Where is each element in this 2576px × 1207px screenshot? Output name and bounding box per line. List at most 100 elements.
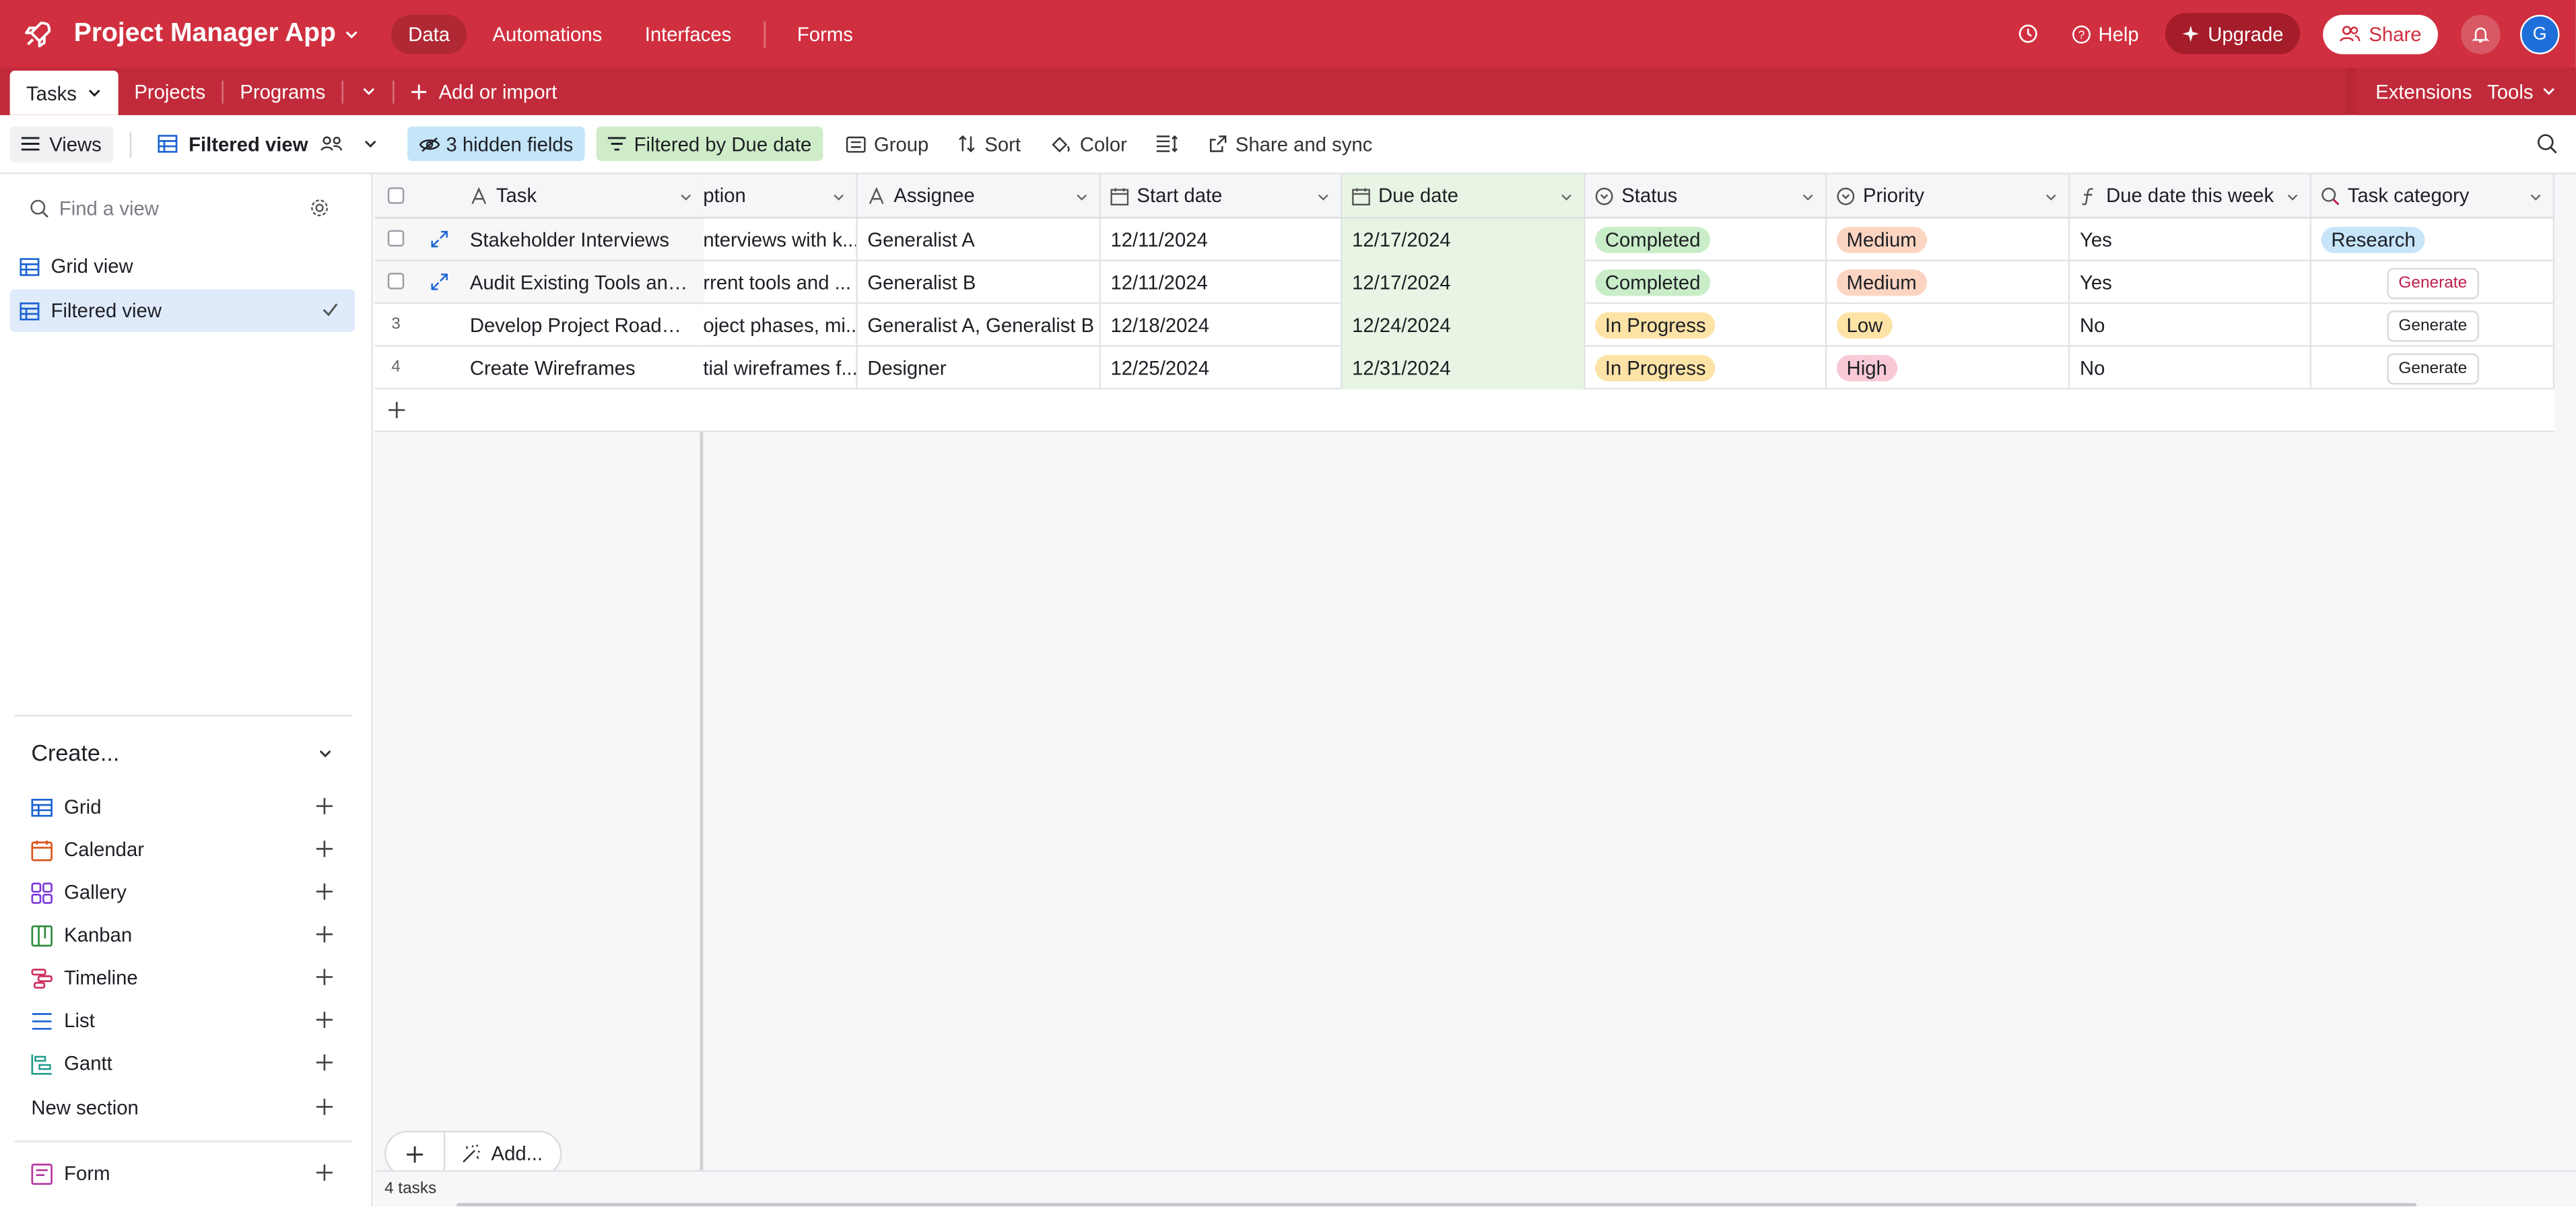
tab-tasks[interactable]: Tasks [9,70,118,115]
chevron-down-icon[interactable] [2043,191,2058,204]
share-sync-button[interactable]: Share and sync [1209,132,1372,156]
group-button[interactable]: Group [846,132,928,156]
create-list[interactable]: List [31,1004,343,1037]
start-date-cell[interactable]: 12/11/2024 [1101,261,1343,304]
expand-record-icon[interactable] [430,230,448,249]
notifications-button[interactable] [2461,13,2501,54]
due-date-cell[interactable]: 12/24/2024 [1342,304,1586,347]
generate-button[interactable]: Generate [2387,309,2479,341]
chevron-down-icon[interactable] [1075,191,1089,204]
hidden-fields-button[interactable]: 3 hidden fields [406,126,585,162]
chevron-down-icon[interactable] [2285,191,2300,204]
description-cell[interactable]: rrent tools and ... [703,261,858,304]
chevron-down-icon[interactable] [679,191,693,204]
priority-cell[interactable]: Medium [1827,218,2070,261]
sort-button[interactable]: Sort [958,132,1021,156]
task-category-cell[interactable]: Research [2311,218,2555,261]
views-toggle-button[interactable]: Views [9,125,113,162]
chevron-down-icon[interactable] [317,746,333,761]
create-gantt[interactable]: Gantt [31,1047,343,1080]
filter-button[interactable]: Filtered by Due date [596,126,823,162]
priority-cell[interactable]: High [1827,346,2070,390]
table-row[interactable]: 4 Create Wireframes [374,346,704,390]
column-header-status[interactable]: Status [1586,174,1827,218]
chevron-down-icon[interactable] [1316,191,1330,204]
column-header-task-category[interactable]: Task category [2311,174,2555,218]
tab-programs[interactable]: Programs [240,79,326,103]
due-this-week-cell[interactable]: Yes [2070,218,2312,261]
table-row[interactable]: Stakeholder Interviews [374,218,704,261]
row-checkbox[interactable] [387,273,405,290]
create-calendar[interactable]: Calendar [31,833,343,866]
plus-icon[interactable] [388,401,406,419]
create-timeline[interactable]: Timeline [31,961,343,994]
create-section-header[interactable]: Create... [31,740,120,766]
upgrade-button[interactable]: Upgrade [2165,13,2300,55]
expand-record-icon[interactable] [430,273,448,291]
table-row[interactable]: oject phases, mi... Generalist A, Genera… [703,304,2555,347]
status-cell[interactable]: In Progress [1586,304,1827,347]
share-button[interactable]: Share [2323,13,2438,54]
column-header-due-date[interactable]: Due date [1342,174,1586,218]
chevron-down-icon[interactable] [832,191,846,204]
add-or-import-button[interactable]: Add or import [395,67,557,115]
search-icon[interactable] [2536,133,2558,155]
start-date-cell[interactable]: 12/25/2024 [1101,346,1343,390]
help-button[interactable]: ? Help [2072,22,2139,45]
status-cell[interactable]: Completed [1586,218,1827,261]
nav-forms[interactable]: Forms [796,22,853,46]
generate-button[interactable]: Generate [2387,352,2479,384]
task-category-cell[interactable]: Generate [2311,304,2555,347]
add-record-row[interactable] [374,389,704,432]
chevron-down-icon[interactable] [1559,191,1574,204]
horizontal-scrollbar[interactable] [456,1203,2417,1206]
due-date-cell[interactable]: 12/31/2024 [1342,346,1586,390]
column-header-start-date[interactable]: Start date [1101,174,1343,218]
row-height-button[interactable] [1156,135,1186,153]
due-this-week-cell[interactable]: No [2070,304,2312,347]
priority-cell[interactable]: Medium [1827,261,2070,304]
create-kanban[interactable]: Kanban [31,919,343,952]
row-checkbox[interactable] [387,230,405,247]
find-view-input[interactable]: Find a view [30,197,159,220]
generate-button[interactable]: Generate [2387,267,2479,298]
add-with-ai-button[interactable]: Add... [445,1142,543,1165]
due-date-cell[interactable]: 12/17/2024 [1342,218,1586,261]
task-name-cell[interactable]: Audit Existing Tools and ... [469,271,690,294]
assignee-cell[interactable]: Generalist A, Generalist B [858,304,1101,347]
table-row[interactable]: rrent tools and ... Generalist B 12/11/2… [703,261,2555,304]
sidebar-item-filtered-view[interactable]: Filtered view [9,289,355,332]
more-tables-button[interactable] [343,67,393,115]
avatar[interactable]: G [2519,13,2560,54]
task-name-cell[interactable]: Stakeholder Interviews [469,228,670,252]
rocket-logo-icon[interactable] [22,18,55,51]
status-cell[interactable]: In Progress [1586,346,1827,390]
description-cell[interactable]: nterviews with k... [703,218,858,261]
column-header-due-this-week[interactable]: Due date this week [2070,174,2312,218]
extensions-button[interactable]: Extensions [2375,79,2472,103]
sidebar-item-grid-view[interactable]: Grid view [10,245,355,288]
due-this-week-cell[interactable]: No [2070,346,2312,390]
assignee-cell[interactable]: Generalist A [858,218,1101,261]
task-name-cell[interactable]: Create Wireframes [469,356,636,380]
task-category-cell[interactable]: Generate [2311,346,2555,390]
chevron-down-icon[interactable] [1800,191,1815,204]
due-this-week-cell[interactable]: Yes [2070,261,2312,304]
tools-button[interactable]: Tools [2487,79,2556,103]
column-header-task[interactable]: Task [460,174,703,217]
select-all-checkbox[interactable] [387,187,405,204]
due-date-cell[interactable]: 12/17/2024 [1342,261,1586,304]
start-date-cell[interactable]: 12/11/2024 [1101,218,1343,261]
column-header-priority[interactable]: Priority [1827,174,2070,218]
table-row[interactable]: 3 Develop Project Roadmap [374,304,704,347]
create-grid[interactable]: Grid [31,791,343,824]
description-cell[interactable]: oject phases, mi... [703,304,858,347]
create-form[interactable]: Form [31,1157,343,1190]
start-date-cell[interactable]: 12/18/2024 [1101,304,1343,347]
nav-interfaces[interactable]: Interfaces [644,22,732,46]
priority-cell[interactable]: Low [1827,304,2070,347]
current-view-button[interactable]: Filtered view [157,132,377,156]
task-category-cell[interactable]: Generate [2311,261,2555,304]
table-row[interactable]: nterviews with k... Generalist A 12/11/2… [703,218,2555,261]
table-row[interactable]: tial wireframes f... Designer 12/25/2024… [703,346,2555,390]
